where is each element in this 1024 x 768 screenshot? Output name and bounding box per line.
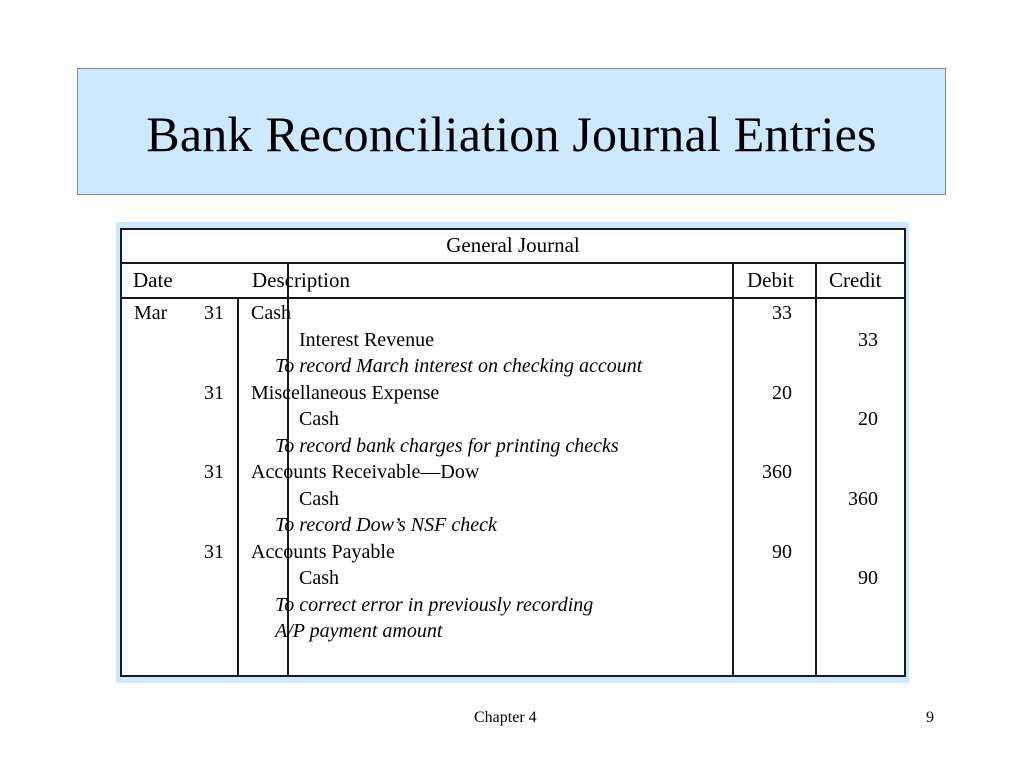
entry-memo: A/P payment amount xyxy=(275,620,443,642)
debit-account: Accounts Payable xyxy=(251,540,395,563)
date-month-day-divider xyxy=(237,299,239,675)
general-journal-table: General Journal Date Description Debit C… xyxy=(120,228,906,677)
entry-day: 31 xyxy=(204,302,224,324)
entry-memo: To correct error in previously recording xyxy=(275,593,594,616)
header-date: Date xyxy=(133,268,173,292)
journal-header-divider xyxy=(122,297,904,299)
credit-account: Cash xyxy=(299,567,339,589)
slide-title-box: Bank Reconciliation Journal Entries xyxy=(77,68,946,195)
slide-title: Bank Reconciliation Journal Entries xyxy=(146,105,877,162)
header-description: Description xyxy=(252,268,350,292)
entry-memo: To record Dow’s NSF check xyxy=(275,514,497,536)
description-debit-divider xyxy=(732,264,734,675)
entry-day: 31 xyxy=(204,540,224,563)
entry-day: 31 xyxy=(204,461,224,483)
footer-chapter: Chapter 4 xyxy=(474,709,537,726)
journal-frame: General Journal Date Description Debit C… xyxy=(116,222,909,683)
debit-account: Miscellaneous Expense xyxy=(251,381,440,404)
journal-title-divider xyxy=(122,262,904,264)
credit-amount: 20 xyxy=(858,408,878,430)
credit-amount: 360 xyxy=(848,487,878,510)
credit-amount: 90 xyxy=(858,567,878,589)
credit-amount: 33 xyxy=(858,328,878,351)
debit-account: Accounts Receivable—Dow xyxy=(251,461,480,483)
debit-amount: 33 xyxy=(772,302,792,324)
debit-amount: 360 xyxy=(762,461,792,483)
journal-title: General Journal xyxy=(446,233,580,257)
credit-account: Interest Revenue xyxy=(299,328,434,351)
debit-credit-divider xyxy=(815,264,817,675)
header-credit: Credit xyxy=(829,268,882,292)
credit-account: Cash xyxy=(299,487,339,510)
entry-month: Mar xyxy=(134,302,168,324)
debit-account: Cash xyxy=(251,302,291,324)
date-description-divider xyxy=(287,264,289,675)
header-debit: Debit xyxy=(747,268,794,292)
debit-amount: 90 xyxy=(772,540,792,563)
entry-day: 31 xyxy=(204,381,224,404)
credit-account: Cash xyxy=(299,408,339,430)
entry-memo: To record bank charges for printing chec… xyxy=(275,434,619,457)
page-number: 9 xyxy=(926,709,934,726)
entry-memo: To record March interest on checking acc… xyxy=(275,355,643,377)
debit-amount: 20 xyxy=(772,381,792,404)
